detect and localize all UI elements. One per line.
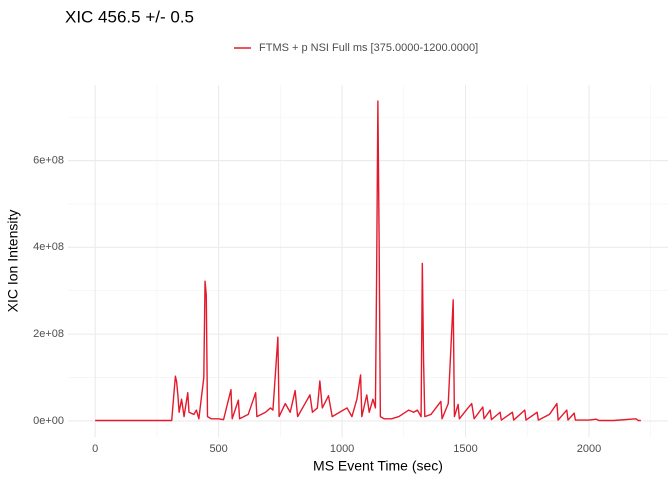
y-tick-label: 6e+08 xyxy=(33,154,64,166)
data-line xyxy=(95,100,641,422)
y-tick-label: 4e+08 xyxy=(33,241,64,253)
x-axis-label: MS Event Time (sec) xyxy=(313,458,443,474)
x-tick-label: 2000 xyxy=(577,443,601,455)
legend-label: FTMS + p NSI Full ms [375.0000-1200.0000… xyxy=(259,42,478,54)
chart-title: XIC 456.5 +/- 0.5 xyxy=(65,7,194,26)
y-axis-label: XIC Ion Intensity xyxy=(5,210,21,313)
y-tick-label: 0e+00 xyxy=(33,415,64,427)
x-tick-label: 0 xyxy=(92,443,98,455)
x-tick-label: 1000 xyxy=(330,443,354,455)
x-tick-label: 1500 xyxy=(453,443,477,455)
y-tick-label: 2e+08 xyxy=(33,328,64,340)
x-tick-label: 500 xyxy=(209,443,227,455)
